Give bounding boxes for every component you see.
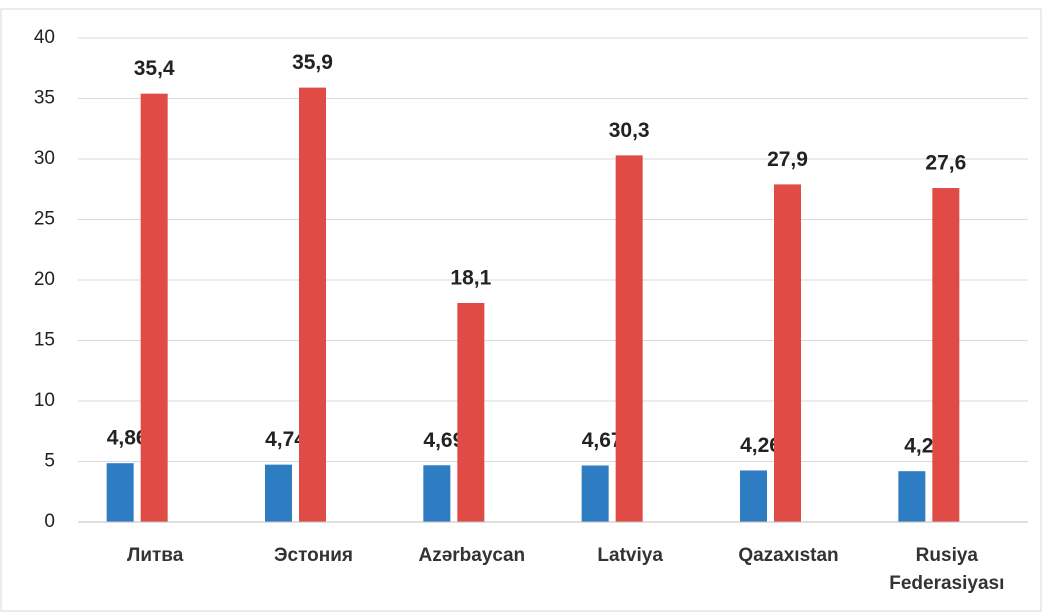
value-label: 4,67 — [582, 429, 623, 452]
bar — [740, 470, 767, 522]
x-tick-label: Latviya — [597, 545, 663, 566]
bar — [932, 188, 960, 523]
bar — [898, 471, 926, 522]
y-tick-label: 5 — [44, 451, 55, 472]
bar — [774, 184, 801, 522]
y-tick-label: 40 — [34, 27, 55, 48]
bar — [423, 465, 451, 522]
x-tick-label: Эстония — [274, 545, 353, 566]
value-label: 4,74 — [265, 428, 306, 451]
value-label: 4,69 — [423, 429, 464, 452]
value-label: 4,26 — [740, 434, 781, 457]
value-label: 4,2 — [904, 435, 933, 458]
y-tick-label: 25 — [34, 209, 55, 230]
value-label: 35,4 — [134, 57, 175, 80]
bar — [265, 464, 292, 522]
value-label: 27,9 — [767, 148, 808, 171]
value-label: 18,1 — [450, 267, 491, 290]
x-tick-label: Rusiya Federasiyası — [889, 545, 1005, 594]
value-label: 30,3 — [609, 119, 650, 142]
y-tick-label: 35 — [34, 88, 55, 109]
bar — [581, 465, 609, 522]
bar — [140, 93, 168, 522]
y-tick-label: 0 — [44, 511, 55, 532]
bar — [457, 302, 485, 522]
value-label: 27,6 — [925, 152, 966, 175]
x-tick-label: Литва — [126, 545, 184, 566]
chart-border — [0, 8, 1042, 612]
y-tick-label: 15 — [34, 330, 55, 351]
x-tick-label: Qazaxıstan — [738, 545, 839, 566]
x-tick-label: Azərbaycan — [418, 545, 526, 566]
y-tick-label: 10 — [34, 390, 55, 411]
y-tick-label: 30 — [34, 148, 55, 169]
value-label: 35,9 — [292, 51, 333, 74]
bar — [106, 463, 134, 522]
bar — [299, 87, 326, 523]
bar — [615, 155, 643, 522]
value-label: 4,86 — [107, 427, 148, 450]
y-tick-label: 20 — [34, 269, 55, 290]
